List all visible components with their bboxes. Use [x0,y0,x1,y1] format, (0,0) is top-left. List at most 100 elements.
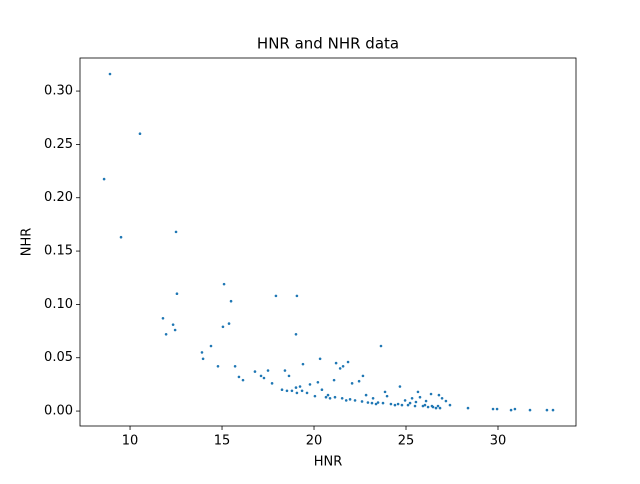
scatter-point [171,323,175,326]
scatter-point [491,407,495,411]
scatter-point [528,408,532,412]
scatter-point [237,375,241,379]
scatter-point [545,408,549,412]
scatter-point [332,378,336,382]
scatter-point [295,391,299,395]
y-tick-label: 0.00 [44,404,73,419]
scatter-point [173,328,177,332]
y-tick-label: 0.15 [44,244,73,259]
scatter-point [364,393,368,397]
scatter-point [174,230,178,234]
scatter-point [222,282,226,286]
scatter-point [423,403,427,407]
scatter-point [426,405,430,409]
chart-title: HNR and NHR data [257,35,399,53]
scatter-point [266,369,270,372]
scatter-point [334,361,338,365]
scatter-point [280,388,284,392]
scatter-point [301,362,305,366]
scatter-point [328,396,332,400]
y-tick-label: 0.25 [44,137,73,152]
scatter-point [341,364,345,368]
scatter-point [350,382,354,385]
x-axis-label: HNR [314,455,343,470]
scatter-point [383,390,387,394]
scatter-point [290,389,294,393]
scatter-point [227,322,231,325]
scatter-point [418,395,422,399]
scatter-point [300,389,304,393]
x-tick-label: 15 [214,434,231,449]
scatter-point [406,403,410,407]
scatter-point [324,395,328,399]
scatter-point [424,399,428,403]
scatter-point [283,369,287,372]
scatter-point [416,390,420,394]
scatter-point [413,404,417,408]
scatter-point [221,325,225,329]
scatter-point [466,406,470,410]
scatter-point [102,177,106,181]
scatter-point [346,360,350,364]
scatter-point [448,403,452,407]
scatter-point [389,402,393,406]
scatter-point [360,400,364,403]
scatter-point [295,294,299,298]
scatter-point [200,351,204,354]
scatter-point [253,370,257,373]
scatter-point [287,374,291,378]
y-tick-label: 0.05 [44,350,73,365]
y-tick-label: 0.30 [44,84,73,99]
scatter-point [209,344,213,348]
scatter-point [229,299,233,303]
scatter-point [408,401,412,405]
y-tick-label: 0.10 [44,297,73,312]
scatter-point [371,396,375,400]
scatter-point [294,332,298,336]
scatter-point [393,403,397,407]
scatter-point [274,294,278,298]
scatter-point [108,72,112,76]
scatter-point [338,367,342,370]
scatter-point [370,401,374,405]
scatter-point [348,398,352,401]
scatter-point [551,408,555,412]
scatter-point [161,316,165,320]
scatter-point [216,364,220,368]
scatter-point [436,404,440,408]
scatter-point [233,364,237,368]
scatter-point [430,404,434,408]
scatter-point [509,408,513,412]
scatter-point [421,404,425,408]
scatter-point [429,392,433,396]
scatter-point [353,399,357,402]
scatter-point [259,374,263,378]
scatter-point [305,391,309,395]
scatter-point [398,385,402,388]
x-tick-label: 20 [306,434,323,449]
scatter-point [294,386,298,389]
scatter-point [340,396,344,400]
scatter-point [440,396,444,400]
scatter-point [344,399,348,402]
x-tick-label: 30 [490,434,507,449]
plot-frame [79,57,577,427]
scatter-point [316,380,320,384]
scatter-point [400,403,404,407]
scatter-point [318,357,322,361]
x-tick-label: 25 [398,434,415,449]
scatter-point [333,395,337,399]
scatter-point [437,393,441,397]
x-tick-label: 10 [122,434,139,449]
scatter-point [262,376,266,380]
scatter-point [414,400,418,404]
scatter-point [326,393,330,397]
scatter-point [270,382,274,385]
scatter-point [434,406,438,410]
scatter-point [366,401,370,404]
scatter-point [438,406,442,410]
scatter-point [396,402,400,406]
scatter-point [298,385,302,388]
scatter-point [313,394,317,398]
